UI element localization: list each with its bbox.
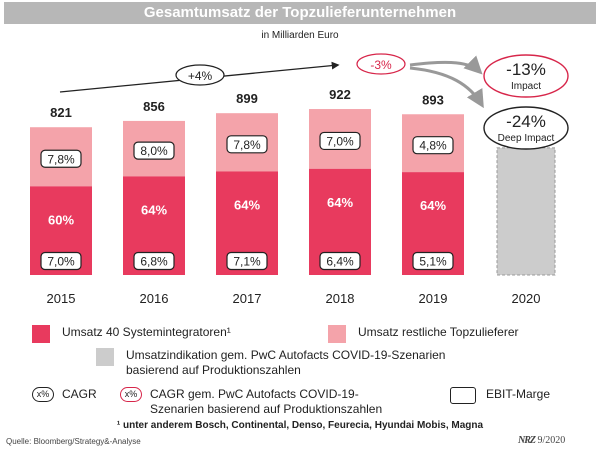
legend-item-indikation: Umsatzindikation gem. PwC Autofacts COVI… <box>96 348 445 378</box>
bar-chart: 2015 821 7,8% 60% 7,0% 2016 856 8,0% 64% 6,8% 2017… <box>30 53 569 306</box>
ebit-label-systemintegratoren-2017-box <box>226 251 268 271</box>
ebit-label-systemintegratoren-2016: 6,8% <box>133 251 175 271</box>
x-tick-label-2017: 2017 <box>233 291 262 306</box>
legend-item-systemintegratoren: Umsatz 40 Systemintegratoren¹ <box>32 325 231 343</box>
ebit-label-restliche-2018-text: 7,0% <box>326 134 354 148</box>
ebit-label-systemintegratoren-2019: 5,1% <box>412 251 454 271</box>
scenario-arrow-impact <box>409 55 483 75</box>
legend-item-cagr: x% CAGR <box>32 387 97 402</box>
cagr-covid-label: -3% <box>356 53 406 75</box>
legend-label-cagr-covid-line1: CAGR gem. PwC Autofacts COVID-19- <box>150 387 359 401</box>
ebit-label-restliche-2017-box <box>226 135 268 154</box>
scenario-name-0: Impact <box>511 81 541 92</box>
share-label-2017: 64% <box>234 197 260 212</box>
ebit-label-systemintegratoren-2015: 7,0% <box>40 251 82 271</box>
x-tick-label-2018: 2018 <box>326 291 355 306</box>
total-label-2017: 899 <box>236 91 258 106</box>
legend-item-cagr-covid: x% CAGR gem. PwC Autofacts COVID-19- Sze… <box>120 387 382 417</box>
footnote: ¹ unter anderem Bosch, Continental, Dens… <box>116 420 484 431</box>
ebit-label-restliche-2017-text: 7,8% <box>233 138 261 152</box>
bar-indikation-2020 <box>496 147 556 276</box>
share-label-2018: 64% <box>327 195 353 210</box>
legend-label-indikation-line2: basierend auf Produktionszahlen <box>126 363 301 377</box>
scenario-impact: -13% Impact <box>483 54 569 98</box>
legend-label-ebit: EBIT-Marge <box>486 387 551 401</box>
total-label-2016: 856 <box>143 99 165 114</box>
ebit-label-systemintegratoren-2018: 6,4% <box>319 251 361 271</box>
scenario-value-1: -24% <box>506 112 546 131</box>
ebit-label-systemintegratoren-2018-text: 6,4% <box>326 255 354 269</box>
x-tick-label-2016: 2016 <box>140 291 169 306</box>
legend-item-ebit: EBIT-Marge <box>450 387 550 404</box>
share-label-2016: 64% <box>141 202 167 217</box>
brand-mark: NRZ 9/2020 <box>518 435 565 446</box>
ebit-label-systemintegratoren-2019-text: 5,1% <box>419 255 447 269</box>
ebit-label-restliche-2016-text: 8,0% <box>140 144 168 158</box>
ebit-label-systemintegratoren-2017-text: 7,1% <box>233 255 261 269</box>
legend-swatch-systemintegratoren <box>32 325 50 343</box>
ebit-label-restliche-2018-box <box>319 131 361 151</box>
cagr-covid-text: -3% <box>370 58 392 72</box>
legend-label-cagr-covid-line2: Szenarien basierend auf Produktionszahle… <box>150 402 383 416</box>
cagr-ellipse <box>175 64 225 86</box>
ebit-label-systemintegratoren-2016-box <box>133 251 175 271</box>
brand-date: 9/2020 <box>537 435 566 446</box>
cagr-label: +4% <box>175 64 225 86</box>
ebit-label-systemintegratoren-2015-text: 7,0% <box>47 255 75 269</box>
legend-swatch-cagr-covid: x% <box>120 387 142 402</box>
scenario-deep-impact: -24% Deep Impact <box>483 106 569 150</box>
x-tick-label-2020: 2020 <box>512 291 541 306</box>
chart-subtitle: in Milliarden Euro <box>261 30 339 41</box>
legend-swatch-ebit <box>450 387 476 404</box>
scenario-ellipse-0 <box>483 54 569 98</box>
x-tick-label-2015: 2015 <box>47 291 76 306</box>
cagr-text: +4% <box>188 69 213 83</box>
ebit-label-restliche-2015-text: 7,8% <box>47 152 75 166</box>
legend-swatch-indikation <box>96 348 114 366</box>
scenario-arrow-deep-impact <box>409 66 484 109</box>
cagr-covid-ellipse <box>356 53 406 75</box>
brand-logo: NRZ <box>518 435 536 446</box>
ebit-label-restliche-2019-box <box>412 136 454 155</box>
share-label-2015: 60% <box>48 212 74 227</box>
legend-swatch-restliche <box>328 325 346 343</box>
ebit-label-restliche-2016-box <box>133 141 175 160</box>
ebit-label-restliche-2016: 8,0% <box>133 141 175 160</box>
legend-label-systemintegratoren: Umsatz 40 Systemintegratoren¹ <box>62 325 231 339</box>
ebit-label-restliche-2019: 4,8% <box>412 136 454 155</box>
legend-item-restliche: Umsatz restliche Topzulieferer <box>328 325 519 343</box>
legend-label-restliche: Umsatz restliche Topzulieferer <box>358 325 519 339</box>
total-label-2019: 893 <box>422 92 444 107</box>
scenario-ellipse-1 <box>483 106 569 150</box>
ebit-label-systemintegratoren-2019-box <box>412 251 454 271</box>
chart-title: Gesamtumsatz der Topzulieferunternehmen <box>4 2 596 24</box>
total-label-2015: 821 <box>50 105 72 120</box>
share-label-2019: 64% <box>420 198 446 213</box>
ebit-label-restliche-2015: 7,8% <box>40 149 82 168</box>
legend-label-indikation-line1: Umsatzindikation gem. PwC Autofacts COVI… <box>126 348 446 362</box>
source-note: Quelle: Bloomberg/Strategy&-Analyse <box>6 437 141 446</box>
ebit-label-systemintegratoren-2017: 7,1% <box>226 251 268 271</box>
ebit-label-restliche-2015-box <box>40 149 82 168</box>
ebit-label-systemintegratoren-2015-box <box>40 251 82 271</box>
ebit-label-restliche-2017: 7,8% <box>226 135 268 154</box>
ebit-label-systemintegratoren-2018-box <box>319 251 361 271</box>
scenario-value-0: -13% <box>506 60 546 79</box>
scenario-name-1: Deep Impact <box>498 133 555 144</box>
legend-swatch-cagr: x% <box>32 387 54 402</box>
ebit-label-restliche-2019-text: 4,8% <box>419 139 447 153</box>
ebit-label-restliche-2018: 7,0% <box>319 131 361 151</box>
ebit-label-systemintegratoren-2016-text: 6,8% <box>140 255 168 269</box>
x-tick-label-2019: 2019 <box>419 291 448 306</box>
total-label-2018: 922 <box>329 87 351 102</box>
legend-label-cagr: CAGR <box>62 387 97 401</box>
